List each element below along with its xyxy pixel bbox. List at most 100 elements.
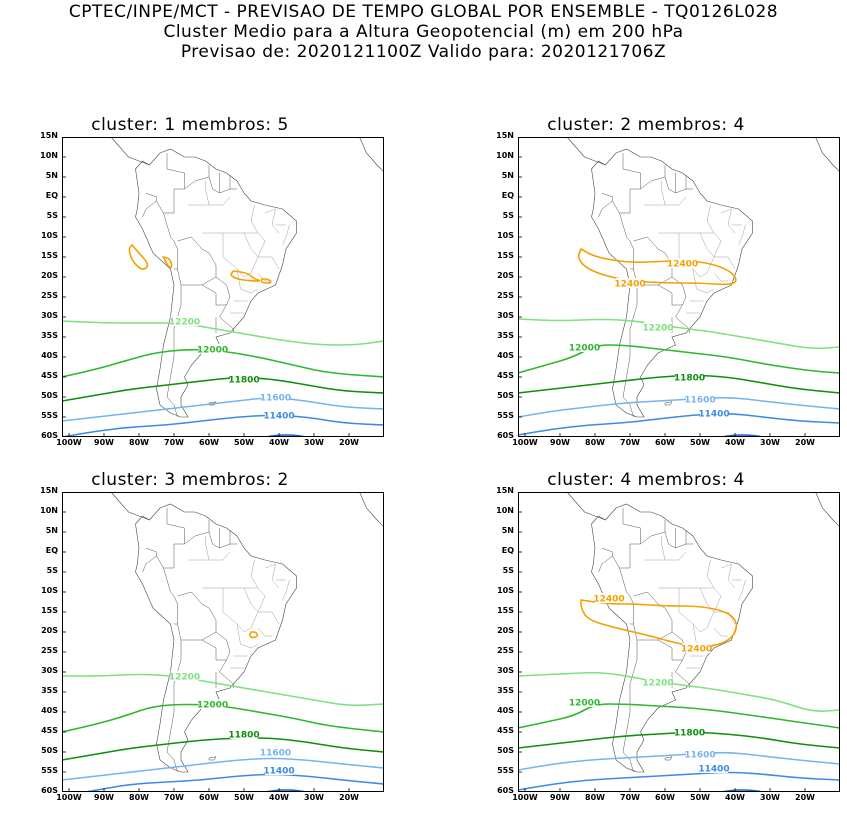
contour-label-bg — [230, 729, 258, 739]
contour-11800 — [62, 376, 384, 402]
panel-title: cluster: 4 membros: 4 — [547, 470, 745, 490]
contour-label-bg — [682, 643, 711, 653]
lon-tick-label: 50W — [690, 438, 710, 447]
lat-tick-label: 45S — [41, 726, 58, 735]
lon-tick-label: 90W — [94, 793, 114, 802]
contour-12400 — [230, 270, 261, 282]
lon-tick-label: 20W — [339, 793, 359, 802]
lon-tick-label: 20W — [339, 438, 359, 447]
lon-tick-label: 60W — [199, 793, 219, 802]
lon-tick-label: 90W — [550, 438, 570, 447]
contour-12400 — [577, 247, 737, 286]
coastline-central-america — [518, 137, 606, 166]
contour-12200 — [518, 671, 840, 712]
country-border — [201, 276, 231, 306]
lat-tick-label: 60S — [41, 431, 58, 440]
lon-tick-label: 30W — [760, 793, 780, 802]
country-border — [657, 276, 687, 306]
header-line-2: Cluster Medio para a Altura Geopotencial… — [163, 22, 684, 42]
contour-label: 12200 — [642, 679, 673, 689]
state-border — [706, 587, 722, 629]
contour-11400 — [518, 771, 840, 791]
panel-title: cluster: 2 membros: 4 — [547, 115, 745, 135]
state-border — [720, 563, 736, 589]
lat-tick-label: 25S — [41, 291, 58, 300]
contour-label-bg — [686, 749, 714, 759]
contour-12000 — [518, 703, 840, 729]
contour-label: 12400 — [614, 280, 645, 290]
lat-tick-label: 30S — [497, 666, 514, 675]
contour-12400 — [260, 278, 272, 284]
country-border — [142, 547, 157, 573]
contour-12400 — [249, 631, 259, 639]
contour-11600 — [62, 757, 384, 781]
contour-label-bg — [675, 372, 704, 382]
country-border — [619, 508, 641, 569]
state-border — [258, 611, 280, 625]
contour-label: 11800 — [228, 731, 259, 741]
contour-label-bg — [570, 342, 599, 352]
lon-tick-label: 70W — [620, 793, 640, 802]
contour-11800 — [62, 737, 384, 761]
contour-11600 — [62, 397, 384, 422]
country-border — [142, 192, 157, 218]
contour-label: 12200 — [169, 673, 200, 683]
state-border — [250, 232, 266, 274]
lat-tick-label: 60S — [497, 431, 514, 440]
basemap — [518, 137, 840, 418]
contour-label: 11400 — [698, 410, 729, 420]
map-frame — [518, 137, 840, 437]
contour-12200 — [62, 320, 384, 346]
lon-tick-label: 90W — [94, 438, 114, 447]
basemap — [62, 492, 384, 773]
country-border — [166, 285, 182, 418]
country-border — [156, 555, 164, 569]
contour-label-bg — [686, 394, 714, 404]
contour-label-bg — [700, 408, 728, 418]
state-border — [240, 288, 259, 294]
state-border — [644, 551, 687, 561]
lon-tick-label: 100W — [56, 793, 82, 802]
contour-label: 11800 — [674, 729, 705, 739]
lat-tick-label: 45S — [497, 371, 514, 380]
country-border — [612, 555, 620, 569]
state-border — [699, 232, 715, 258]
lat-tick-label: 15S — [41, 251, 58, 260]
coastline-africa — [815, 137, 840, 173]
panel-cluster-3: cluster: 3 membros: 2 15N 10N 5N EQ 5S 10S 15S… — [0, 470, 384, 830]
contour-12000 — [62, 348, 384, 378]
lat-tick-label: 5S — [502, 211, 514, 220]
state-border — [706, 204, 715, 234]
country-border — [622, 285, 638, 418]
lat-tick-label: 35S — [41, 686, 58, 695]
state-border — [243, 587, 259, 613]
contour-11600 — [518, 396, 840, 418]
state-border — [188, 196, 231, 206]
country-border — [163, 567, 178, 625]
state-border — [720, 208, 736, 234]
lon-tick-label: 60W — [655, 793, 675, 802]
state-border — [264, 563, 280, 589]
state-border — [692, 623, 708, 633]
state-border — [713, 272, 728, 282]
contour-label-bg — [668, 258, 697, 268]
coastline-central-america — [62, 137, 150, 166]
lat-tick-label: 60S — [497, 786, 514, 795]
lat-tick-label: 50S — [497, 391, 514, 400]
coastline-central-america — [518, 492, 606, 521]
state-border — [706, 559, 715, 589]
state-border — [205, 536, 210, 561]
contour-label-bg — [265, 410, 293, 420]
lat-tick-label: 50S — [497, 746, 514, 755]
state-border — [282, 224, 290, 246]
lat-tick-label: 40S — [497, 706, 514, 715]
state-border — [644, 196, 687, 206]
contour-11400 — [62, 414, 384, 437]
contour-label-bg — [261, 392, 290, 402]
coastline-south-america — [591, 148, 753, 418]
contour-12400 — [162, 255, 173, 269]
contour-label-bg — [230, 374, 258, 384]
state-border — [738, 579, 746, 601]
